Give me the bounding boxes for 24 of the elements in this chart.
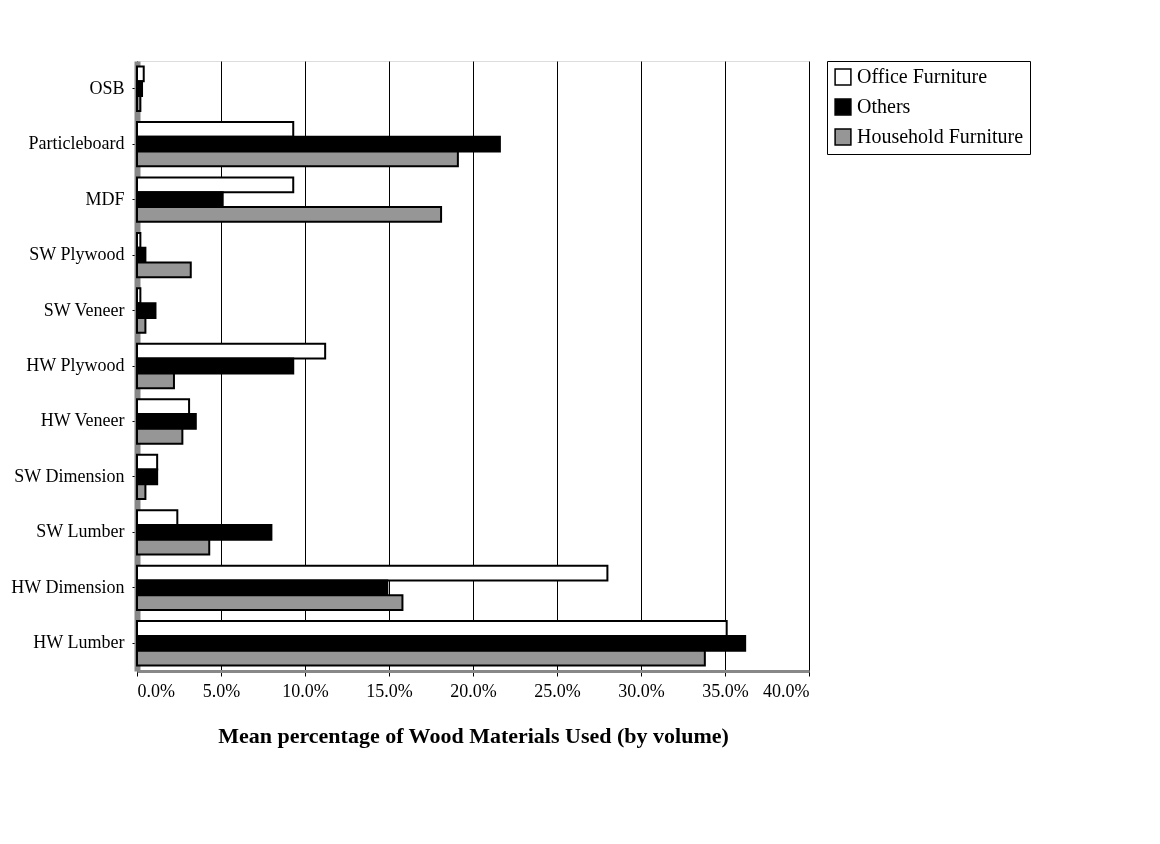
x-tick-label: 25.0%: [534, 680, 581, 701]
x-axis-title: Mean percentage of Wood Materials Used (by volume): [218, 722, 729, 748]
x-tick-label: 15.0%: [366, 680, 413, 701]
y-tick-label: HW Lumber: [33, 632, 125, 653]
x-tick-label: 35.0%: [702, 680, 749, 701]
y-tick-label: HW Plywood: [26, 355, 125, 375]
x-tick-label: 20.0%: [450, 680, 497, 701]
y-tick-label: HW Dimension: [11, 576, 125, 597]
y-tick-label: MDF: [85, 188, 125, 209]
x-tick-label: 40.0%: [763, 680, 810, 701]
y-tick-label: OSB: [89, 77, 125, 98]
x-tick-label: 30.0%: [618, 680, 665, 701]
y-tick-label: SW Plywood: [29, 244, 125, 265]
y-tick-label: SW Veneer: [43, 299, 125, 320]
x-tick-label: 10.0%: [282, 680, 329, 701]
legend-label: Others: [857, 95, 911, 117]
legend-label: Household Furniture: [857, 125, 1024, 147]
x-tick-label: 5.0%: [202, 680, 241, 701]
y-tick-label: Particleboard: [28, 133, 125, 154]
legend-label: Office Furniture: [857, 65, 988, 87]
x-tick-label: 0.0%: [137, 680, 175, 701]
y-tick-label: HW Veneer: [40, 410, 125, 431]
y-tick-label: SW Lumber: [36, 521, 125, 542]
y-tick-label: SW Dimension: [14, 465, 125, 486]
